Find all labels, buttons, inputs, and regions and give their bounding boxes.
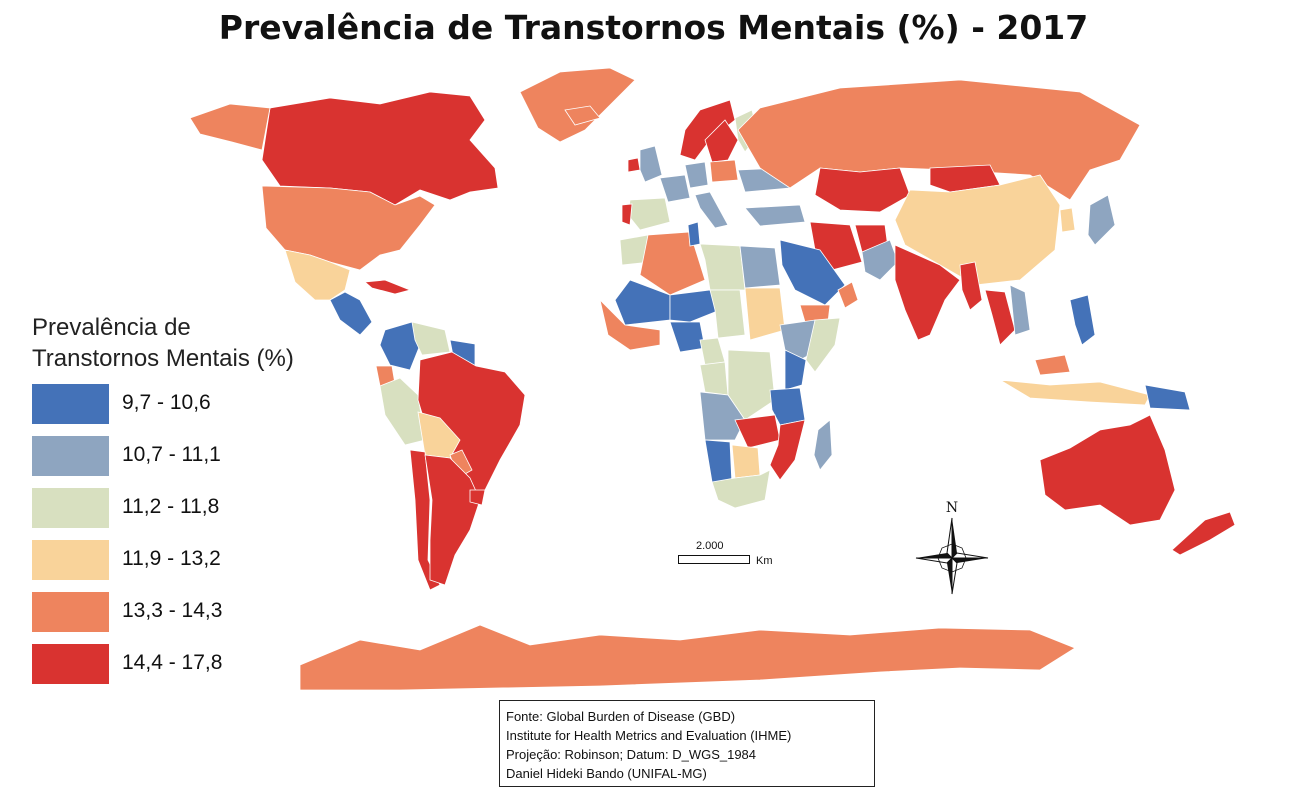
map-region--ndia <box>894 244 961 341</box>
map-region-alemanha <box>684 161 709 189</box>
map-region-filipinas <box>1069 294 1096 346</box>
map-region-som-lia <box>805 317 841 373</box>
map-region-am-rica-central <box>329 291 373 336</box>
map-region-r-ssia <box>737 79 1141 201</box>
map-region-argentina <box>424 454 481 586</box>
map-region-ant-rtida <box>299 624 1076 691</box>
legend-label: 10,7 - 11,1 <box>122 443 221 466</box>
map-region-om- <box>837 281 859 309</box>
scale-bar-unit: Km <box>756 555 773 567</box>
map-region-chade <box>709 289 746 339</box>
map-region-bol-via <box>417 411 461 459</box>
legend-label: 14,4 - 17,8 <box>122 651 223 674</box>
legend-title-line1: Prevalência de <box>32 314 191 341</box>
legend-swatch <box>32 384 109 424</box>
source-line: Daniel Hideki Bando (UNIFAL-MG) <box>506 766 707 781</box>
map-region-congo <box>699 361 729 396</box>
map-region-espanha <box>627 197 671 231</box>
map-region-madagascar <box>813 419 833 471</box>
map-region-alasca <box>189 103 271 151</box>
legend-swatch <box>32 436 109 476</box>
map-region-paquist-o <box>861 239 899 281</box>
map-region-fran-a <box>659 174 691 203</box>
map-region-egito <box>739 245 781 289</box>
map-region-venezuela <box>411 321 451 356</box>
map-region-n-ger <box>669 289 721 323</box>
map-region-tail-ndia <box>984 289 1016 346</box>
map-region-papua-nova-guin- <box>1144 384 1191 411</box>
legend-label: 9,7 - 10,6 <box>122 391 211 414</box>
legend-label: 11,9 - 13,2 <box>122 547 221 570</box>
map-region-arg-lia <box>639 231 706 296</box>
map-region-coreia <box>1059 207 1076 233</box>
legend-swatch <box>32 540 109 580</box>
map-region-vietn- <box>1009 284 1031 336</box>
map-region--frica-ocidental <box>599 298 661 351</box>
legend-label: 13,3 - 14,3 <box>122 599 223 622</box>
map-region-tun-sia <box>687 221 701 247</box>
legend-swatch <box>32 592 109 632</box>
map-region-mianmar <box>959 261 983 311</box>
map-region-reino-unido <box>639 145 663 183</box>
source-line: Fonte: Global Burden of Disease (GBD) <box>506 709 736 724</box>
source-line: Projeção: Robinson; Datum: D_WGS_1984 <box>506 747 757 762</box>
legend-title: Prevalência de Transtornos Mentais (%) <box>32 312 294 374</box>
map-region-indon-sia <box>999 379 1151 406</box>
map-region-cuba <box>364 279 412 295</box>
compass-rose-icon: N <box>914 496 990 603</box>
source-box: Fonte: Global Burden of Disease (GBD) In… <box>499 700 875 787</box>
scale-bar-graphic <box>678 555 750 564</box>
map-region-irlanda <box>627 157 641 173</box>
map-region-sud-o <box>744 287 786 341</box>
map-region-jap-o <box>1087 194 1116 246</box>
legend-swatch <box>32 488 109 528</box>
map-region-qu-nia <box>784 349 807 391</box>
map-region--frica-do-sul <box>711 469 771 509</box>
map-region-camar-es <box>699 337 726 366</box>
map-region-botsuana <box>731 444 761 479</box>
map-region-su-cia <box>704 119 739 163</box>
map-region-m-xico <box>284 249 351 301</box>
scale-bar-label: 2.000 <box>696 540 724 552</box>
map-region-mal-sia <box>1034 354 1071 376</box>
map-region-mo-ambique <box>769 419 806 481</box>
map-region-portugal <box>621 203 633 226</box>
map-region-nova-zel-ndia <box>1171 511 1236 556</box>
map-region-china <box>894 174 1061 286</box>
legend-swatch <box>32 644 109 684</box>
map-region-turquia <box>744 204 806 227</box>
source-line: Institute for Health Metrics and Evaluat… <box>506 728 792 743</box>
legend-label: 11,2 - 11,8 <box>122 495 220 518</box>
north-label: N <box>946 500 958 516</box>
map-region-pol-nia <box>709 159 739 183</box>
map-region-rep-dem-do-congo <box>727 349 776 421</box>
map-region-mali <box>614 279 671 326</box>
map-region-l-bia <box>699 243 746 291</box>
legend-title-line2: Transtornos Mentais (%) <box>32 345 294 372</box>
map-title: Prevalência de Transtornos Mentais (%) -… <box>218 8 1089 47</box>
map-region-nam-bia <box>704 439 733 486</box>
map-region-uruguai <box>469 489 486 506</box>
map-region-austr-lia <box>1039 414 1176 526</box>
map-region-it-lia <box>694 191 729 229</box>
map-region-nig-ria <box>669 321 706 353</box>
map-region-cazaquist-o <box>814 167 911 213</box>
map-region-z-mbia <box>734 414 781 449</box>
map-region-groenl-ndia <box>519 67 636 143</box>
map-region-isl-ndia <box>564 105 601 126</box>
